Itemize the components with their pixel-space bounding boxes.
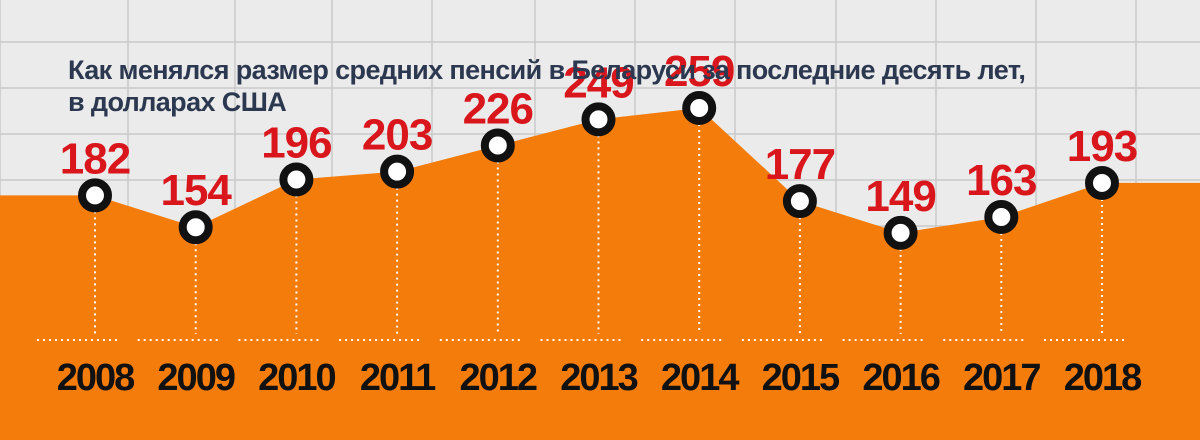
chart-title: Как менялся размер средних пенсий в Бела…	[68, 54, 1026, 118]
value-label: 196	[261, 119, 331, 168]
value-label: 259	[664, 47, 734, 96]
year-label: 2015	[762, 357, 840, 399]
data-point	[78, 178, 112, 213]
value-label: 154	[160, 166, 232, 215]
data-point	[279, 162, 314, 197]
value-label: 249	[563, 58, 633, 107]
data-point	[883, 215, 918, 250]
chart-marks: 182 2008 154 2009 196 2010 203 2011 226 2012 249 20…	[37, 47, 1143, 399]
data-point	[380, 154, 415, 189]
year-label: 2011	[360, 357, 436, 399]
year-label: 2009	[157, 357, 234, 399]
title-line-2: в долларах США	[68, 87, 287, 117]
year-label: 2017	[963, 357, 1040, 399]
year-label: 2012	[460, 357, 537, 399]
year-label: 2018	[1064, 357, 1141, 399]
data-point	[1085, 165, 1119, 200]
year-label: 2010	[258, 357, 335, 399]
value-label: 149	[865, 172, 935, 221]
year-label: 2008	[57, 357, 134, 399]
data-point	[480, 128, 515, 163]
value-label: 182	[60, 134, 130, 183]
value-label: 163	[966, 156, 1036, 205]
data-point	[682, 91, 717, 126]
data-point	[782, 184, 817, 219]
value-label: 203	[362, 111, 432, 160]
value-label: 193	[1067, 122, 1137, 171]
title-line-1: Как менялся размер средних пенсий в Бела…	[68, 55, 1026, 85]
year-label: 2014	[661, 357, 739, 399]
value-label: 226	[463, 84, 533, 133]
data-point	[581, 102, 616, 137]
value-label: 177	[765, 140, 835, 189]
year-label: 2016	[862, 357, 939, 399]
data-point	[178, 210, 213, 245]
data-point	[984, 199, 1019, 234]
year-label: 2013	[560, 357, 637, 399]
